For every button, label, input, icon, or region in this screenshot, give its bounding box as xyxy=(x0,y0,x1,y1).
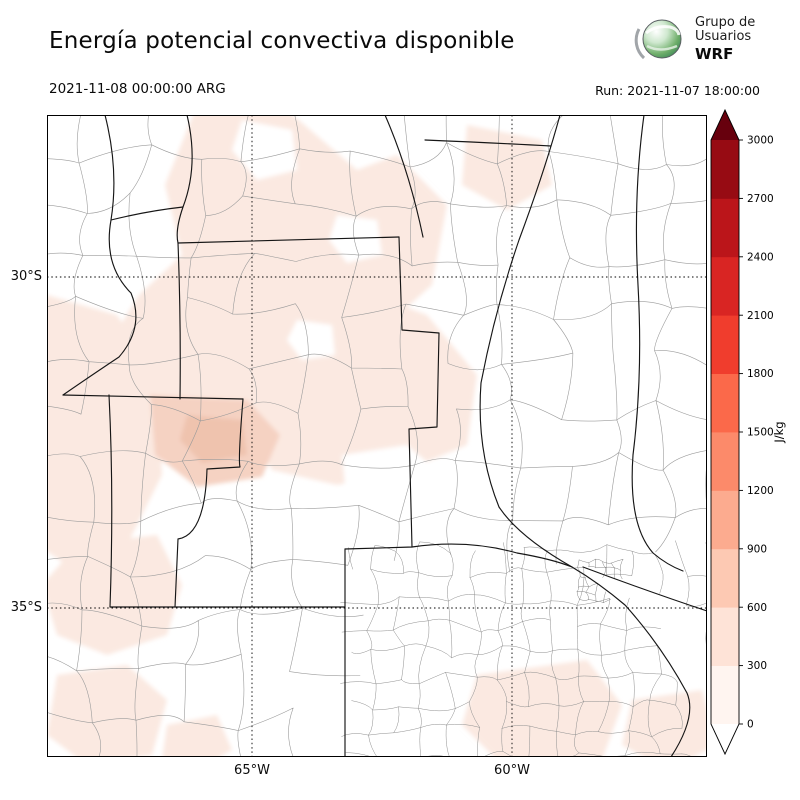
colorbar-segment xyxy=(711,256,739,316)
map-frame xyxy=(47,115,707,757)
colorbar-over-arrow xyxy=(711,110,739,140)
map-border xyxy=(47,115,707,757)
page-title: Energía potencial convectiva disponible xyxy=(49,28,515,54)
wrf-logo: Grupo de Usuarios WRF xyxy=(634,12,755,66)
logo-line-1: Grupo de xyxy=(695,14,756,30)
colorbar-segment xyxy=(711,607,739,666)
colorbar-tick-label: 2700 xyxy=(747,193,774,205)
colorbar-tick-label: 3000 xyxy=(747,135,774,147)
colorbar-segment xyxy=(711,198,739,258)
colorbar-canvas: 30002700240021001800150012009006003000J/… xyxy=(710,108,786,756)
colorbar-segment xyxy=(711,140,739,199)
colorbar-segment xyxy=(711,315,739,374)
valid-time-label: 2021-11-08 00:00:00 ARG xyxy=(49,81,226,97)
lat-label-30s: 30°S xyxy=(10,269,42,284)
colorbar-unit-label: J/kg xyxy=(772,421,786,443)
colorbar-tick-label: 2100 xyxy=(747,310,774,322)
colorbar: 3000 2700 2400 2100 1800 1500 1200 900 600 300 0 J/… xyxy=(705,106,800,776)
logo-line-2: Usuarios xyxy=(695,29,752,45)
logo-line-3: WRF xyxy=(695,44,734,63)
colorbar-tick-label: 300 xyxy=(747,660,767,672)
province-boundaries-layer xyxy=(62,115,707,757)
map-canvas xyxy=(47,115,707,757)
colorbar-tick-label: 1800 xyxy=(747,368,774,380)
run-time-label: Run: 2021-11-07 18:00:00 xyxy=(595,83,760,98)
globe-icon xyxy=(634,19,682,60)
colorbar-segment xyxy=(711,432,739,491)
colorbar-segment xyxy=(711,548,739,608)
colorbar-segment xyxy=(711,373,739,433)
lon-label-60w: 60°W xyxy=(494,763,530,778)
colorbar-tick-label: 2400 xyxy=(747,251,774,263)
lon-label-65w: 65°W xyxy=(234,763,270,778)
lat-label-35s: 35°S xyxy=(10,600,42,615)
logo-text: Grupo de Usuarios WRF xyxy=(695,14,756,63)
colorbar-under-arrow xyxy=(711,724,739,754)
colorbar-segment xyxy=(711,490,739,550)
colorbar-tick-label: 0 xyxy=(747,719,754,731)
colorbar-segment xyxy=(711,665,739,725)
colorbar-tick-label: 1500 xyxy=(747,427,774,439)
colorbar-tick-label: 600 xyxy=(747,602,767,614)
colorbar-tick-label: 1200 xyxy=(747,485,774,497)
colorbar-tick-label: 900 xyxy=(747,543,767,555)
department-boundaries-layer xyxy=(47,115,707,757)
